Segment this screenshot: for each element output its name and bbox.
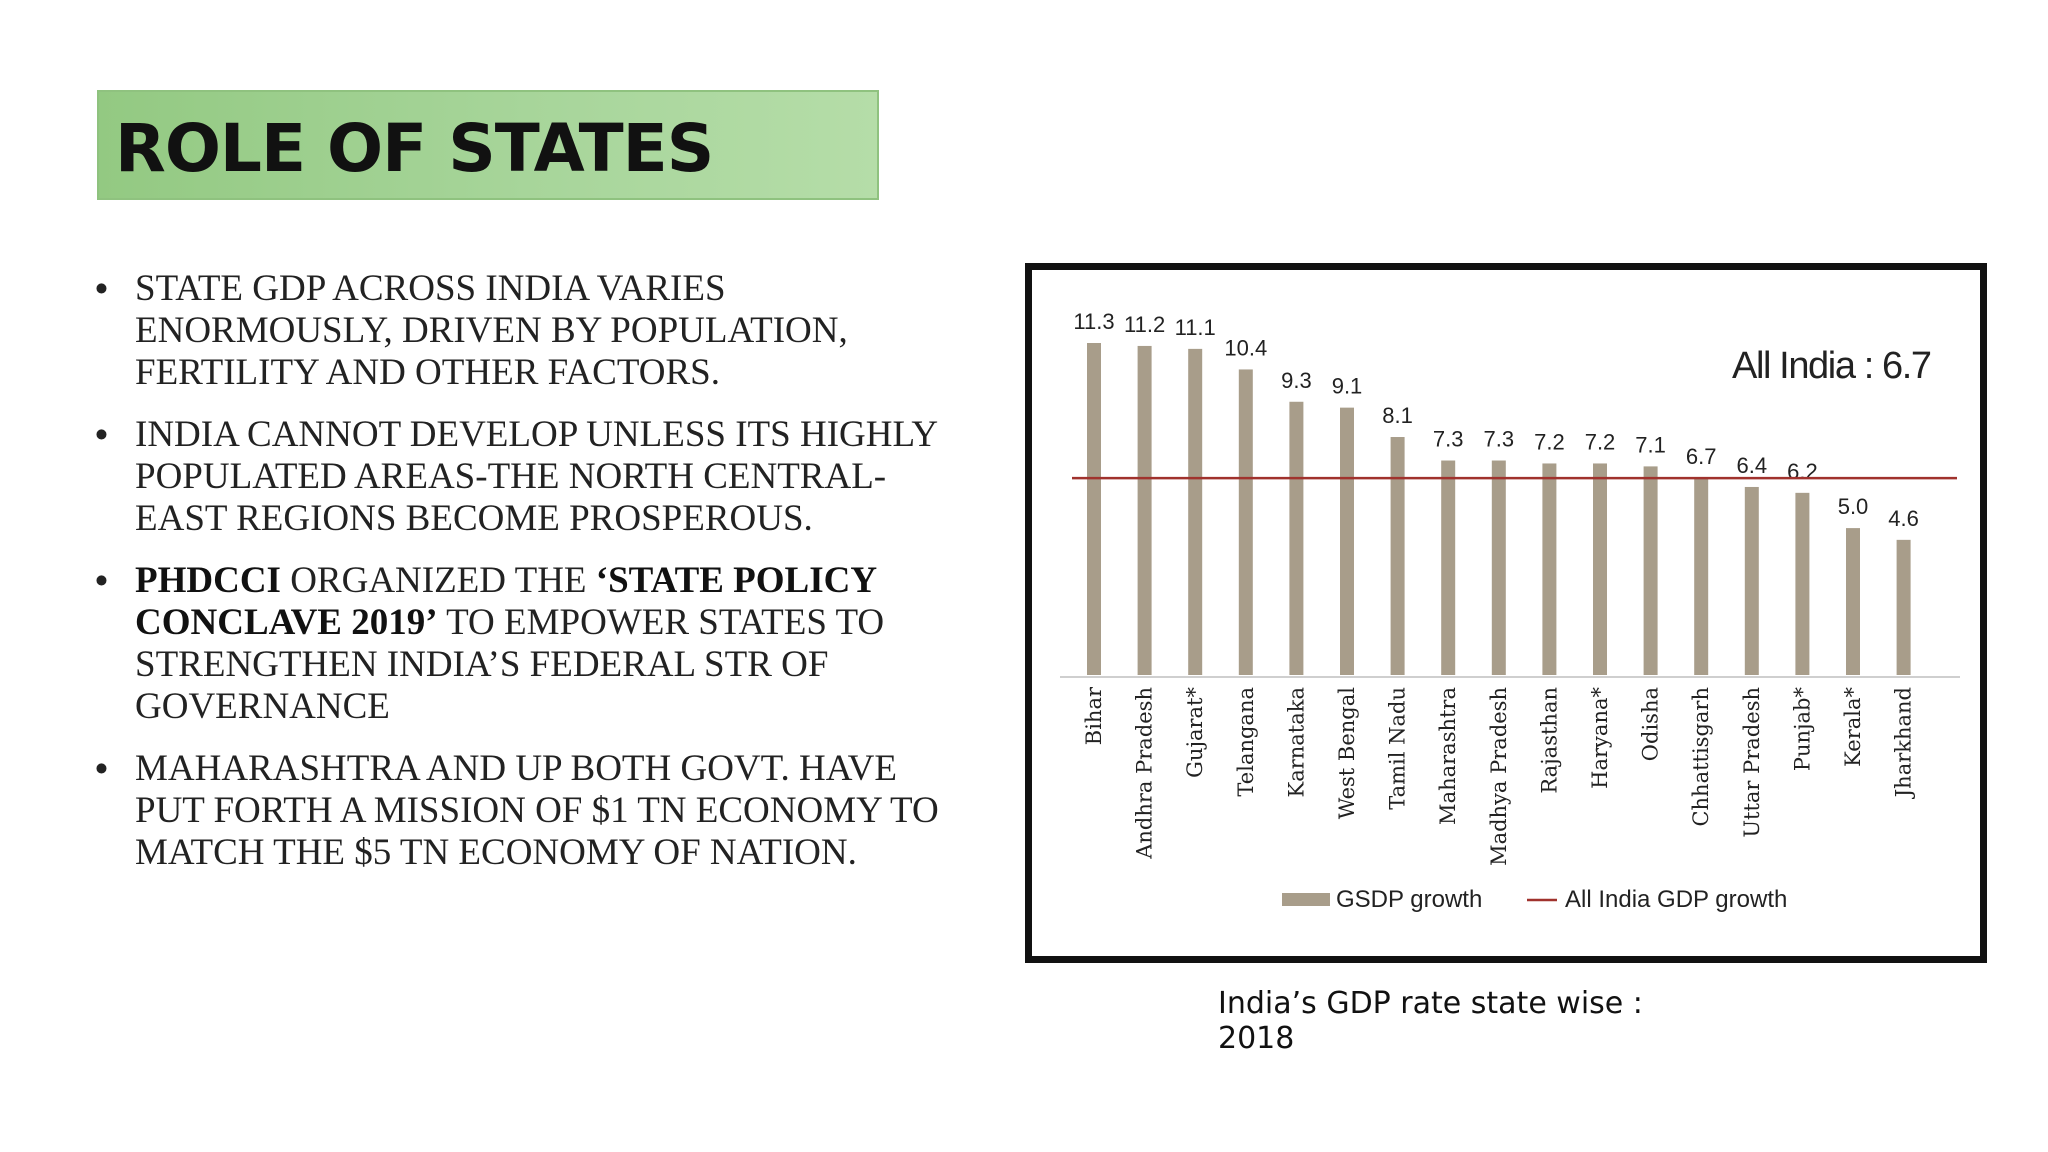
bullet-bold-text: PHDCCI xyxy=(135,560,281,601)
bar xyxy=(1795,492,1810,675)
bar xyxy=(1491,460,1506,675)
bar xyxy=(1593,463,1607,675)
category-label: Bihar xyxy=(1082,686,1106,745)
legend-label-all-india: All India GDP growth xyxy=(1565,886,1787,913)
gdp-bar-chart: 11.3 Bihar 11.2 Andhra Pradesh 11.1 Gujarat* 1… xyxy=(1060,309,1960,913)
bar xyxy=(1137,345,1152,675)
bar xyxy=(1744,486,1759,675)
bar-value-label: 4.6 xyxy=(1888,506,1919,531)
bullet-item: • STATE GDP ACROSS INDIA VARIES ENORMOUSL… xyxy=(95,268,955,394)
bar-value-label: 6.2 xyxy=(1787,459,1818,484)
bullet-text: INDIA CANNOT DEVELOP UNLESS ITS HIGHLY P… xyxy=(135,414,937,539)
bar xyxy=(1643,466,1658,675)
bar-value-label: 11.2 xyxy=(1124,312,1165,337)
bar xyxy=(1896,539,1911,675)
bar xyxy=(1340,407,1354,675)
bar-value-label: 11.1 xyxy=(1175,315,1216,340)
all-india-annotation: All India : 6.7 xyxy=(1732,345,1932,387)
bullet-list: • STATE GDP ACROSS INDIA VARIES ENORMOUSL… xyxy=(95,268,955,894)
bar-value-label: 10.4 xyxy=(1224,335,1267,360)
category-label: Punjab* xyxy=(1790,687,1814,772)
category-label: Rajasthan xyxy=(1537,687,1561,794)
category-label: West Bengal xyxy=(1335,687,1359,820)
legend-swatch-gsdp xyxy=(1282,893,1330,906)
category-label: Maharashtra xyxy=(1436,687,1460,825)
bar xyxy=(1188,348,1203,675)
chart-frame: 11.3 Bihar 11.2 Andhra Pradesh 11.1 Gujarat* 1… xyxy=(1025,263,1987,963)
bar xyxy=(1694,478,1709,675)
bar xyxy=(1846,528,1860,675)
bar-value-label: 7.2 xyxy=(1534,429,1565,454)
bar-value-label: 7.2 xyxy=(1585,429,1616,454)
category-label: Uttar Pradesh xyxy=(1740,687,1764,838)
bar-value-label: 7.3 xyxy=(1484,427,1515,452)
bullet-dot: • xyxy=(95,748,108,789)
bar-value-label: 8.1 xyxy=(1382,403,1413,428)
bar xyxy=(1542,463,1557,675)
bar-value-label: 9.1 xyxy=(1332,374,1363,399)
bar xyxy=(1390,437,1405,675)
category-label: Chhattisgarh xyxy=(1689,687,1713,827)
bar-value-label: 7.1 xyxy=(1635,432,1666,457)
category-label: Madhya Pradesh xyxy=(1487,687,1511,866)
bullet-text: TO EMPOWER STATES TO STRENGTHEN INDIA’S … xyxy=(135,602,885,727)
category-label: Karnataka xyxy=(1284,687,1308,798)
bullet-text: STATE GDP ACROSS INDIA VARIES ENORMOUSLY… xyxy=(135,268,848,393)
bar xyxy=(1238,369,1253,675)
bar-value-label: 6.4 xyxy=(1737,453,1768,478)
bar-value-label: 6.7 xyxy=(1686,444,1717,469)
category-label: Gujarat* xyxy=(1183,687,1207,778)
category-label: Jharkhand xyxy=(1892,687,1916,799)
category-label: Andhra Pradesh xyxy=(1133,687,1157,860)
slide-title: ROLE OF STATES xyxy=(115,110,714,187)
category-label: Odisha xyxy=(1639,687,1663,761)
bar-value-label: 11.3 xyxy=(1073,309,1114,334)
bullet-text: MAHARASHTRA AND UP BOTH GOVT. HAVE PUT F… xyxy=(135,748,939,873)
bar-value-label: 7.3 xyxy=(1433,427,1464,452)
bullet-dot: • xyxy=(95,414,108,455)
bar-value-label: 9.3 xyxy=(1281,368,1312,393)
title-banner: ROLE OF STATES xyxy=(97,90,879,200)
legend-label-gsdp: GSDP growth xyxy=(1336,886,1482,913)
category-label: Telangana xyxy=(1234,687,1258,797)
bullet-item: • MAHARASHTRA AND UP BOTH GOVT. HAVE PUT … xyxy=(95,748,955,874)
bar xyxy=(1441,460,1456,675)
bullet-item: • PHDCCI ORGANIZED THE ‘STATE POLICY CONC… xyxy=(95,560,955,728)
category-label: Tamil Nadu xyxy=(1386,687,1410,810)
bullet-dot: • xyxy=(95,560,108,601)
bar-value-label: 5.0 xyxy=(1838,494,1869,519)
bullet-item: • INDIA CANNOT DEVELOP UNLESS ITS HIGHLY … xyxy=(95,414,955,540)
bullet-bold-text: ‘STATE POLICY CONCLAVE 2019’ xyxy=(135,560,876,643)
category-label: Haryana* xyxy=(1588,687,1612,789)
bullet-dot: • xyxy=(95,268,108,309)
bar xyxy=(1087,343,1101,675)
chart-caption: India’s GDP rate state wise : 2018 xyxy=(1218,986,1643,1056)
category-label: Kerala* xyxy=(1841,687,1865,767)
bullet-text: ORGANIZED THE xyxy=(280,560,596,601)
bar xyxy=(1289,401,1304,675)
